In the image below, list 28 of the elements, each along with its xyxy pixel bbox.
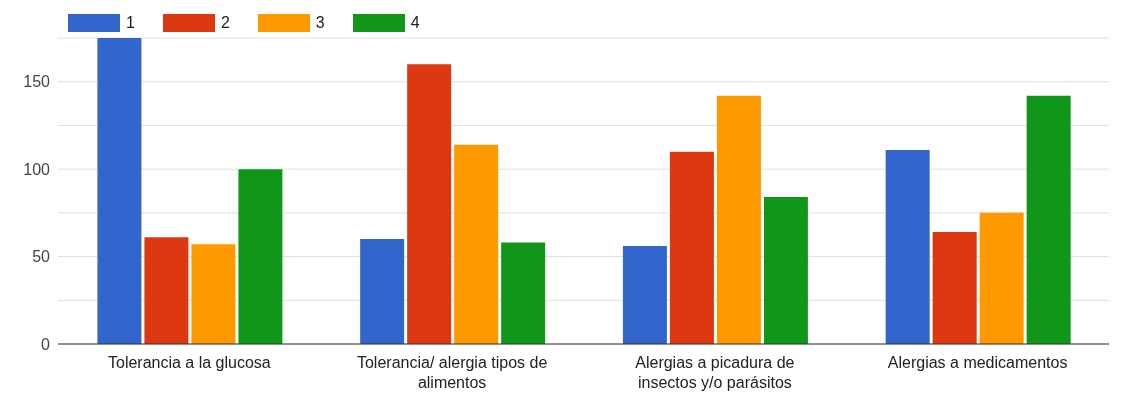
- bar: [763, 197, 808, 344]
- bar: [1026, 95, 1071, 344]
- x-tick-label: Tolerancia/ alergia tipos de alimentos: [356, 354, 548, 391]
- y-tick-label: 50: [32, 248, 51, 266]
- bar: [716, 95, 761, 344]
- y-tick-label: 100: [23, 160, 51, 178]
- bar: [144, 237, 189, 344]
- x-tick-label: Alergias a picadura de insectos y/o parásitos: [635, 354, 795, 391]
- bar: [885, 149, 930, 344]
- legend-label: 1: [126, 14, 135, 32]
- bar: [97, 38, 142, 344]
- x-tick-label: Alergias a medicamentos: [887, 354, 1068, 371]
- bar: [669, 151, 714, 344]
- y-tick-label: 0: [41, 335, 51, 353]
- bar: [501, 242, 546, 344]
- bar: [407, 64, 452, 344]
- bar: [979, 212, 1024, 344]
- legend-label: 2: [220, 14, 230, 32]
- bar: [932, 232, 977, 344]
- bar: [454, 144, 499, 344]
- bar: [191, 244, 236, 344]
- x-tick-label: Tolerancia a la glucosa: [107, 354, 271, 371]
- y-tick-label: 150: [23, 73, 51, 91]
- legend-label: 3: [315, 14, 325, 32]
- bar: [360, 239, 405, 344]
- legend-label: 4: [410, 14, 420, 32]
- bar: [622, 246, 667, 344]
- bar: [238, 169, 283, 344]
